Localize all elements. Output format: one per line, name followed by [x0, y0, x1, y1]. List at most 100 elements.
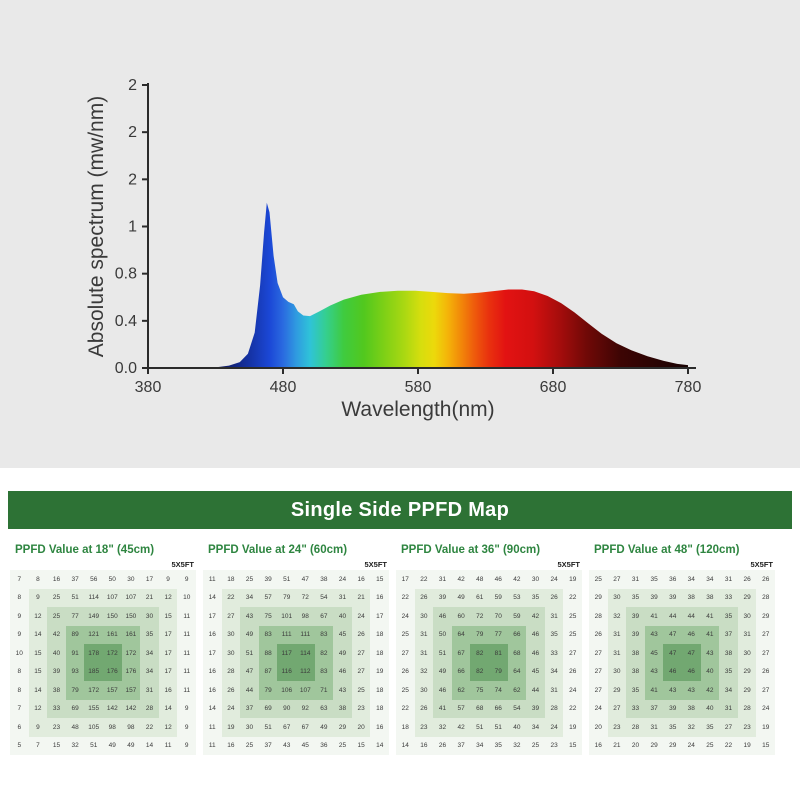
- ppfd-cell: 75: [470, 681, 489, 700]
- ppfd-cell: 28: [221, 662, 241, 681]
- ppfd-cell: 27: [756, 681, 775, 700]
- ppfd-cell: 31: [737, 625, 757, 644]
- ppfd-cell: 17: [396, 570, 415, 589]
- ppfd-cell: 74: [489, 681, 508, 700]
- ppfd-cell: 23: [414, 718, 434, 737]
- ppfd-cell: 22: [396, 699, 415, 718]
- ppfd-cell: 157: [103, 681, 122, 700]
- ppfd-cell: 41: [644, 607, 664, 626]
- ppfd-cell: 29: [756, 607, 775, 626]
- ppfd-cell: 51: [258, 718, 278, 737]
- ppfd-cell: 25: [700, 736, 720, 755]
- ppfd-cell: 116: [277, 662, 296, 681]
- ppfd-cell: 21: [140, 588, 159, 607]
- ppfd-cell: 32: [414, 662, 434, 681]
- ppfd-cell: 33: [544, 644, 564, 663]
- ppfd-cell: 43: [333, 681, 352, 700]
- ppfd-cell: 11: [203, 718, 222, 737]
- ppfd-cell: 83: [258, 625, 278, 644]
- ppfd-cell: 31: [607, 625, 627, 644]
- ppfd-cell: 8: [10, 662, 29, 681]
- ppfd-cell: 11: [177, 625, 196, 644]
- ppfd-cell: 29: [737, 588, 757, 607]
- ppfd-cell: 11: [203, 736, 222, 755]
- ppfd-cell: 178: [84, 644, 103, 663]
- ppfd-cell: 59: [507, 607, 527, 626]
- x-tick-label: 580: [405, 379, 432, 396]
- ppfd-cell: 22: [563, 588, 582, 607]
- ppfd-cell: 14: [370, 736, 389, 755]
- ppfd-cell: 37: [65, 570, 85, 589]
- ppfd-cell: 150: [121, 607, 141, 626]
- ppfd-cell: 15: [351, 736, 371, 755]
- ppfd-cell: 114: [84, 588, 103, 607]
- ppfd-cell: 35: [489, 736, 508, 755]
- ppfd-cell: 67: [296, 718, 315, 737]
- ppfd-cell: 30: [221, 625, 241, 644]
- ppfd-cell: 35: [644, 570, 664, 589]
- ppfd-cell: 47: [296, 570, 315, 589]
- ppfd-cell: 16: [351, 570, 371, 589]
- ppfd-cell: 45: [333, 625, 352, 644]
- ppfd-table-4: PPFD Value at 48" (120cm) 5X5FT 25 27 31 35 36…: [589, 543, 775, 755]
- ppfd-cell: 9: [177, 699, 196, 718]
- ppfd-cell: 14: [28, 625, 48, 644]
- ppfd-cell: 57: [451, 699, 471, 718]
- ppfd-cell: 172: [84, 681, 103, 700]
- ppfd-cell: 31: [140, 681, 159, 700]
- ppfd-cell: 16: [370, 588, 389, 607]
- ppfd-cell: 87: [258, 662, 278, 681]
- ppfd-cell: 26: [756, 570, 775, 589]
- ppfd-cell: 21: [351, 588, 371, 607]
- ppfd-cell: 107: [103, 588, 122, 607]
- ppfd-cell: 29: [644, 736, 664, 755]
- ppfd-cell: 22: [414, 570, 434, 589]
- ppfd-cell: 18: [370, 625, 389, 644]
- ppfd-cell: 24: [682, 736, 701, 755]
- ppfd-cell: 18: [370, 699, 389, 718]
- ppfd-cell: 77: [65, 607, 85, 626]
- ppfd-cell: 25: [563, 607, 582, 626]
- ppfd-cell: 20: [589, 718, 608, 737]
- ppfd-cell: 34: [470, 736, 489, 755]
- ppfd-cell: 42: [47, 625, 66, 644]
- ppfd-cell: 46: [333, 662, 352, 681]
- y-tick-label: 2: [128, 171, 137, 188]
- ppfd-cell: 24: [563, 681, 582, 700]
- ppfd-cell: 111: [277, 625, 296, 644]
- ppfd-cell: 22: [396, 588, 415, 607]
- ppfd-cell: 72: [470, 607, 489, 626]
- ppfd-cell: 68: [470, 699, 489, 718]
- ppfd-grid: 11 18 25 39 51 47 38 24 16 15 14 22 34 57 79 72 54 31 21 16…: [203, 570, 389, 755]
- ppfd-section: Single Side PPFD Map PPFD Value at 18" (…: [0, 468, 800, 800]
- ppfd-cell: 32: [65, 736, 85, 755]
- ppfd-cell: 53: [507, 588, 527, 607]
- ppfd-cell: 46: [682, 662, 701, 681]
- ppfd-cell: 38: [626, 644, 645, 663]
- ppfd-cell: 12: [158, 588, 178, 607]
- ppfd-cell: 27: [351, 644, 371, 663]
- ppfd-cell: 23: [47, 718, 66, 737]
- ppfd-cell: 31: [544, 681, 564, 700]
- ppfd-cell: 26: [756, 662, 775, 681]
- ppfd-cell: 29: [737, 681, 757, 700]
- ppfd-cell: 61: [470, 588, 489, 607]
- ppfd-cell: 24: [756, 699, 775, 718]
- ppfd-cell: 30: [607, 662, 627, 681]
- ppfd-cell: 41: [644, 681, 664, 700]
- ppfd-table-title: PPFD Value at 24" (60cm): [208, 544, 348, 556]
- ppfd-cell: 47: [663, 644, 682, 663]
- ppfd-cell: 31: [414, 625, 434, 644]
- ppfd-cell: 26: [414, 699, 434, 718]
- ppfd-cell: 46: [526, 625, 545, 644]
- ppfd-cell: 16: [221, 736, 241, 755]
- spectrum-chart-panel: 2 2 2 1 0.8 0.4 0.0 380 480 580 680 780 Wavelength(n…: [0, 0, 800, 468]
- ppfd-cell: 11: [177, 644, 196, 663]
- x-tick-label: 780: [675, 379, 702, 396]
- ppfd-cell: 17: [203, 644, 222, 663]
- ppfd-cell: 28: [140, 699, 159, 718]
- ppfd-cell: 26: [221, 681, 241, 700]
- ppfd-cell: 29: [333, 718, 352, 737]
- ppfd-cell: 17: [140, 570, 159, 589]
- ppfd-cell: 34: [526, 718, 545, 737]
